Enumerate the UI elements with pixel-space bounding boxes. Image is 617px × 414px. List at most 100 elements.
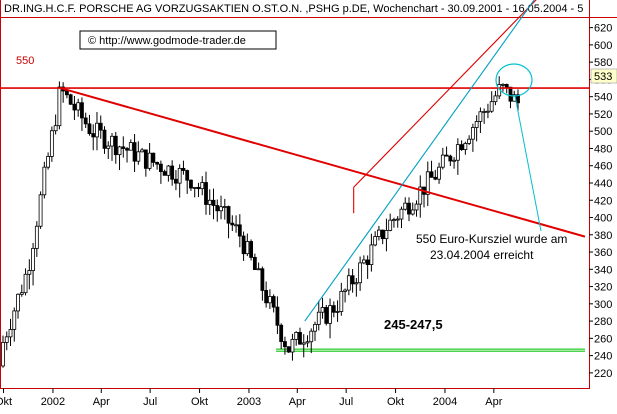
candle-body [215,205,220,212]
candle-body [230,222,235,226]
candle-body [249,241,254,258]
candle-body [339,290,344,312]
candle-body [286,346,291,353]
candle-body [252,256,257,270]
candle-body [414,203,419,211]
candle-body [437,166,441,180]
y-tick-label: 220 [594,368,612,380]
candle-body [189,179,193,189]
watermark-box [79,30,277,50]
candle-body [331,305,336,313]
y-tick-label: 420 [594,195,612,207]
candle-body [166,165,171,176]
candle-body [117,146,122,156]
candle-body [49,130,54,157]
resistance-label: 550 [16,55,34,67]
last-price-badge [590,68,617,84]
candle-body [429,171,434,178]
candle-body [486,110,490,113]
candle-body [136,151,141,162]
callout-text-line-2: 23.04.2004 erreicht [430,248,534,262]
y-tick-label: 580 [594,57,612,69]
x-tick-label: Apr [485,396,502,408]
candle-body [459,144,464,151]
y-tick-label: 520 [594,109,612,121]
candle-body [76,102,81,111]
candle-body [504,83,509,88]
candle-body [95,122,99,138]
candle-body [16,293,20,312]
candle-body [46,156,51,168]
candle-body [222,206,227,208]
candle-body [444,154,449,157]
candle-body [237,224,242,237]
candle-body [433,176,438,180]
candle-body [245,241,250,255]
candle-body [467,138,472,144]
candle-body [102,129,107,149]
support-zone-fill [276,349,585,352]
candle-body [350,275,355,285]
candle-body [463,143,468,151]
x-tick-label: Okt [0,396,12,408]
y-tick-label: 260 [594,333,612,345]
candle-body [508,86,513,102]
candle-body [196,186,201,190]
candle-body [264,290,269,304]
x-tick-label: Okt [191,396,208,408]
candle-body [361,259,366,264]
candle-body [23,273,28,294]
candlestick-series [1,76,520,368]
candle-body [140,149,144,153]
callout-pointer [514,95,542,232]
candle-body [440,154,445,168]
x-tick-label: 2002 [41,396,65,408]
candle-body [8,329,13,338]
y-tick-label: 500 [594,126,612,138]
candle-body [31,247,35,271]
candle-body [147,152,152,169]
candle-body [316,311,321,325]
candle-body [501,83,505,86]
candle-body [388,219,393,231]
support-zone [276,348,585,352]
trend-lines [0,0,589,322]
watermark-text: © http://www.godmode-trader.de [88,35,246,47]
candle-body [478,111,483,122]
candle-body [174,178,178,184]
x-tick-label: Okt [387,396,404,408]
candle-body [448,155,453,162]
last-price-label: 533 [594,71,612,83]
y-tick-label: 240 [594,351,612,363]
candle-body [474,121,479,128]
candle-body [290,338,295,353]
candle-body [395,218,400,221]
y-tick-label: 480 [594,143,612,155]
candle-body [207,199,212,205]
candle-body [373,236,378,246]
candle-body [283,341,287,348]
x-tick-label: Apr [289,396,306,408]
candle-body [27,270,32,275]
y-tick-label: 360 [594,247,612,259]
candle-body [98,122,103,131]
x-tick-label: Jul [339,396,353,408]
candle-body [219,206,223,212]
candle-body [346,275,351,291]
candle-body [260,268,265,291]
y-tick-label: 400 [594,213,612,225]
candle-body [185,170,190,181]
candle-body [72,103,77,111]
candle-body [1,342,5,367]
candle-body [384,230,389,240]
candle-body [57,86,62,127]
candle-body [256,268,261,271]
candle-body [19,292,24,295]
candle-body [324,307,329,324]
candle-body [320,307,325,313]
x-tick-label: Apr [93,396,110,408]
candle-body [452,159,456,162]
